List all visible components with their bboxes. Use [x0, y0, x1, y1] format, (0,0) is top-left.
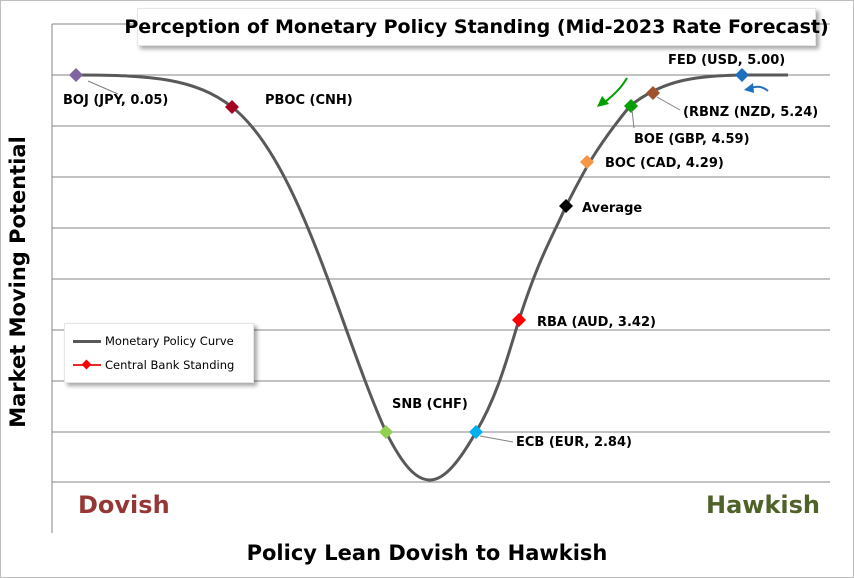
chart-title: Perception of Monetary Policy Standing (… — [124, 16, 829, 38]
central-bank-label: (RBNZ (NZD, 5.24) — [683, 105, 818, 120]
central-bank-marker — [469, 425, 483, 439]
central-bank-label: ECB (EUR, 2.84) — [516, 435, 632, 450]
central-bank-label: PBOC (CNH) — [265, 93, 353, 108]
label-leader-line — [87, 80, 119, 95]
legend-swatch-curve — [73, 332, 101, 350]
central-bank-marker — [580, 155, 594, 169]
legend-swatch-standing — [73, 356, 101, 374]
central-bank-label: FED (USD, 5.00) — [668, 53, 785, 68]
green-arrow-head — [597, 96, 609, 107]
legend-label-curve: Monetary Policy Curve — [105, 334, 234, 348]
dovish-label: Dovish — [78, 491, 170, 519]
central-bank-label: Average — [582, 201, 642, 216]
central-bank-label: BOJ (JPY, 0.05) — [63, 93, 168, 108]
central-bank-marker — [512, 313, 526, 327]
chart-title-box: Perception of Monetary Policy Standing (… — [124, 8, 829, 46]
central-bank-label: BOC (CAD, 4.29) — [605, 156, 724, 171]
label-leader-line — [631, 109, 635, 129]
central-bank-labels: BOJ (JPY, 0.05) PBOC (CNH) SNB (CHF) ECB (E… — [63, 53, 818, 450]
central-bank-marker — [225, 100, 239, 114]
hawkish-label: Hawkish — [706, 491, 821, 519]
direction-arrows — [597, 77, 769, 107]
y-axis-label: Market Moving Potential — [6, 136, 30, 428]
central-bank-marker — [69, 68, 83, 82]
central-bank-markers — [69, 68, 749, 439]
central-bank-marker — [735, 68, 749, 82]
blue-arrow-head — [744, 83, 754, 93]
central-bank-marker — [559, 199, 573, 213]
legend-item-standing: Central Bank Standing — [73, 356, 234, 374]
label-leader-line — [479, 435, 514, 443]
x-axis-label: Policy Lean Dovish to Hawkish — [246, 541, 608, 565]
monetary-policy-curve — [75, 73, 788, 482]
central-bank-label: BOE (GBP, 4.59) — [634, 132, 750, 147]
central-bank-label: SNB (CHF) — [392, 397, 468, 412]
central-bank-marker — [379, 425, 393, 439]
label-leader-line — [656, 96, 681, 111]
central-bank-label: RBA (AUD, 3.42) — [537, 315, 656, 330]
legend-label-standing: Central Bank Standing — [105, 358, 235, 372]
gridlines — [51, 23, 830, 533]
green-arrow — [603, 77, 628, 104]
central-bank-marker — [646, 86, 660, 100]
legend-item-curve: Monetary Policy Curve — [73, 332, 234, 350]
legend: Monetary Policy Curve Central Bank Stand… — [64, 323, 254, 383]
central-bank-marker — [624, 99, 638, 113]
